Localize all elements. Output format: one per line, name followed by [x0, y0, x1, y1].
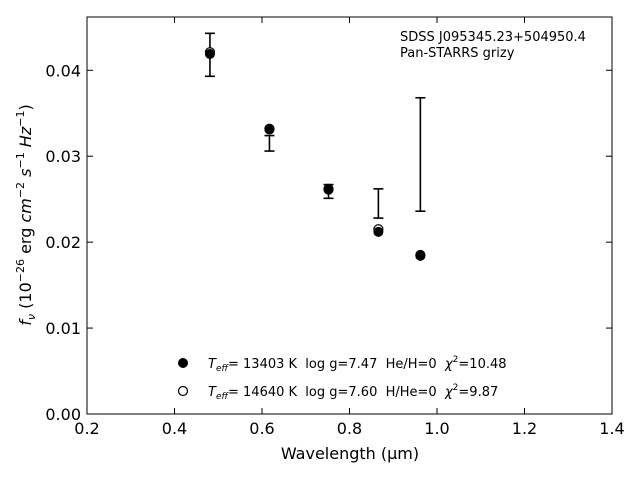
y-axis-label: fν (10−26 erg cm−2 s−1 Hz−1): [14, 104, 38, 325]
legend-marker-open: [177, 385, 189, 397]
y-tick-label: 0.00: [45, 405, 81, 424]
legend-entry-1: Teff= 13403 K log g=7.47 He/H=0 χ2=10.48: [208, 355, 507, 374]
y-tick-label: 0.01: [45, 319, 81, 338]
x-tick-label: 1.2: [512, 419, 537, 438]
annotation-survey-name: Pan-STARRS grizy: [400, 46, 515, 61]
y-tick-label: 0.02: [45, 233, 81, 252]
filled-circle-point: [373, 226, 384, 237]
x-tick-label: 0.2: [74, 419, 99, 438]
x-tick-label: 1.0: [424, 419, 449, 438]
data-points: [204, 47, 426, 261]
filled-circle-point: [204, 48, 215, 59]
legend-entry-2: Teff= 14640 K log g=7.60 H/He=0 χ2=9.87: [208, 383, 498, 402]
y-tick-label: 0.04: [45, 61, 81, 80]
x-tick-label: 0.8: [337, 419, 362, 438]
filled-circle-point: [415, 250, 426, 261]
x-tick-label: 0.6: [249, 419, 274, 438]
annotation-object-name: SDSS J095345.23+504950.4: [400, 30, 586, 45]
y-ticks: 0.00 0.01 0.02 0.03 0.04: [45, 61, 612, 424]
legend-marker-filled: [178, 358, 188, 368]
plot-frame: [86, 16, 613, 415]
x-axis-label: Wavelength (μm): [281, 444, 419, 463]
legend: Teff= 13403 K log g=7.47 He/H=0 χ2=10.48…: [177, 355, 507, 402]
x-tick-label: 0.4: [162, 419, 187, 438]
filled-circle-point: [264, 124, 275, 135]
x-tick-label: 1.4: [599, 419, 624, 438]
y-tick-label: 0.03: [45, 147, 81, 166]
x-ticks: 0.2 0.4 0.6 0.8 1.0 1.2 1.4: [74, 17, 625, 438]
error-bars: [204, 32, 426, 219]
filled-circle-point: [323, 184, 334, 195]
